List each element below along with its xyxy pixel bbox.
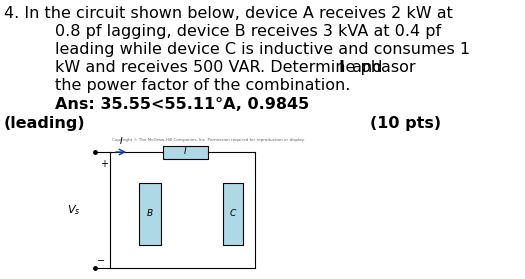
Bar <box>223 183 243 245</box>
Text: (leading): (leading) <box>4 116 86 131</box>
Text: $V_s$: $V_s$ <box>67 203 80 217</box>
Text: −: − <box>97 256 105 266</box>
Text: Ans: 35.55<55.11°A, 0.9845: Ans: 35.55<55.11°A, 0.9845 <box>55 97 309 112</box>
Text: Copyright © The McGraw-Hill Companies, Inc. Permission required for reproduction: Copyright © The McGraw-Hill Companies, I… <box>112 138 304 142</box>
Text: 4. In the circuit shown below, device A receives 2 kW at: 4. In the circuit shown below, device A … <box>4 6 453 21</box>
Bar <box>163 146 207 158</box>
Text: and: and <box>347 60 383 75</box>
Text: kW and receives 500 VAR. Determine phasor: kW and receives 500 VAR. Determine phaso… <box>55 60 421 75</box>
Text: C: C <box>230 210 236 218</box>
Text: I: I <box>120 137 122 146</box>
Text: (10 pts): (10 pts) <box>370 116 441 131</box>
Text: leading while device C is inductive and consumes 1: leading while device C is inductive and … <box>55 42 470 57</box>
Bar <box>139 183 161 245</box>
Text: 0.8 pf lagging, device B receives 3 kVA at 0.4 pf: 0.8 pf lagging, device B receives 3 kVA … <box>55 24 441 39</box>
Text: I: I <box>184 148 186 157</box>
Text: the power factor of the combination.: the power factor of the combination. <box>55 78 350 93</box>
Text: +: + <box>100 159 108 169</box>
Text: I: I <box>338 60 344 75</box>
Text: B: B <box>147 210 153 218</box>
